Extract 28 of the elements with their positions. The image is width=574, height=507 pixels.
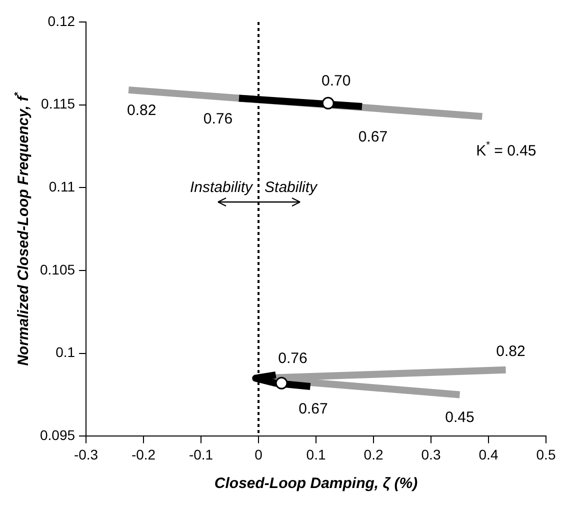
- annotation: 0.82: [126, 102, 156, 120]
- annotation: 0.45: [445, 408, 474, 426]
- y-tick-label: 0.115: [41, 96, 76, 112]
- y-tick-label: 0.12: [48, 12, 76, 29]
- annotation: 0.70: [321, 72, 351, 90]
- x-tick-label: 0: [254, 446, 263, 462]
- annotation: 0.67: [298, 400, 328, 418]
- annotation: Instability: [190, 178, 254, 196]
- x-axis-title: Closed-Loop Damping, ζ (%): [214, 475, 418, 492]
- y-tick-label: 0.095: [40, 427, 76, 444]
- x-tick-label: -0.3: [74, 446, 98, 462]
- x-tick-label: -0.2: [131, 446, 156, 462]
- annotation: Stability: [264, 178, 319, 196]
- annotation: K* = 0.45: [476, 140, 536, 160]
- annotation: 0.76: [203, 110, 233, 128]
- annotation: 0.67: [358, 128, 388, 146]
- y-tick-label: 0.1: [56, 344, 76, 360]
- annotation: 0.76: [278, 350, 308, 368]
- x-tick-label: -0.1: [188, 446, 214, 462]
- x-tick-label: 0.4: [478, 446, 498, 462]
- x-tick-label: 0.2: [364, 446, 384, 462]
- y-axis-title: Normalized Closed-Loop Frequency, f*: [12, 91, 32, 366]
- y-tick-label: 0.105: [40, 261, 76, 278]
- x-tick-label: 0.1: [306, 446, 326, 462]
- x-tick-label: 0.5: [536, 446, 556, 462]
- annotation: 0.82: [496, 343, 526, 360]
- y-tick-label: 0.11: [48, 178, 76, 195]
- x-tick-label: 0.3: [421, 446, 441, 462]
